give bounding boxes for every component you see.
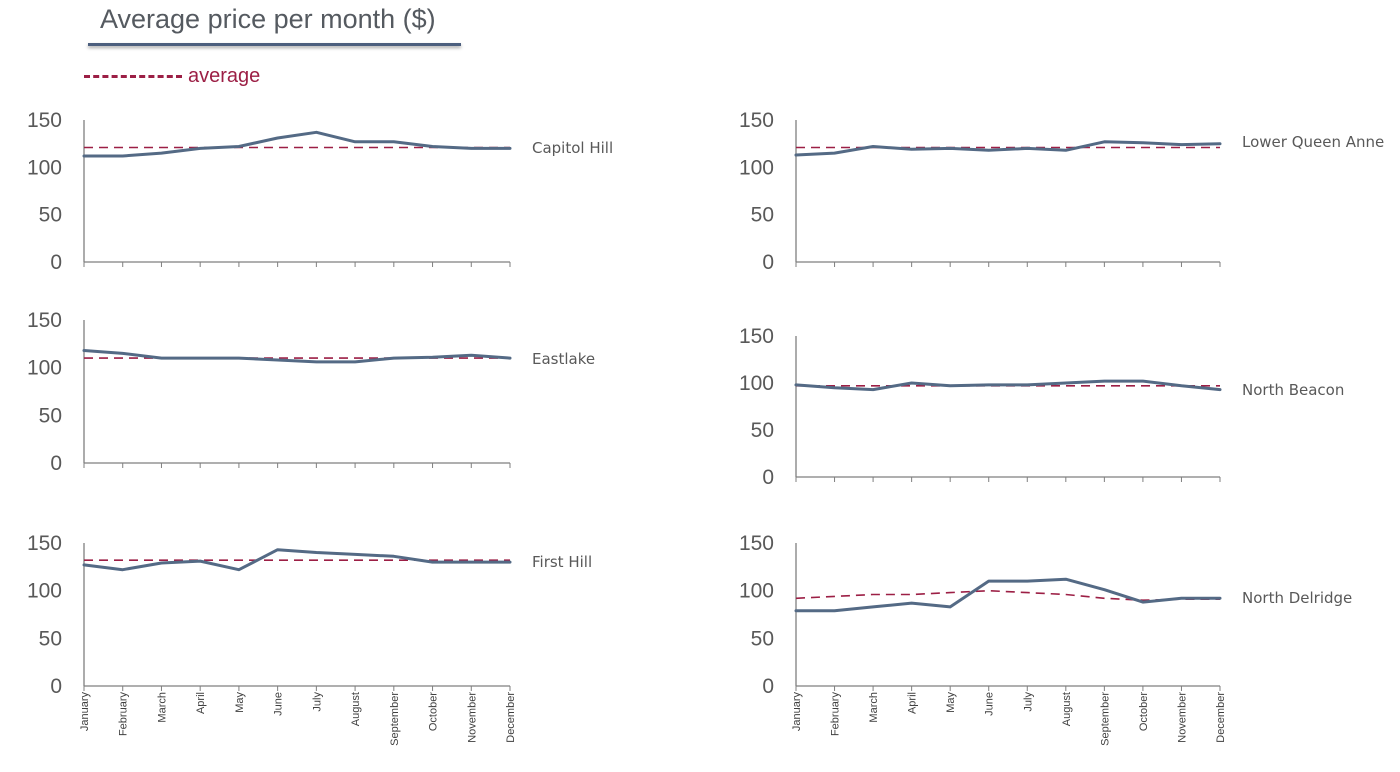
y-tick-label: 100 [739, 156, 774, 179]
x-tick-label: January [791, 692, 803, 732]
x-tick-label: June [984, 692, 996, 716]
y-tick-label: 0 [762, 466, 774, 489]
y-tick-label: 150 [27, 109, 62, 132]
y-tick-label: 100 [739, 372, 774, 395]
y-tick-label: 50 [751, 204, 774, 227]
panel-label-eastlake: Eastlake [532, 350, 595, 368]
x-tick-label: December [1215, 692, 1227, 743]
series-line-capitol-hill [82, 130, 512, 158]
y-tick-label: 100 [27, 156, 62, 179]
x-tick-label: April [907, 692, 919, 714]
x-tick-label: September [1099, 692, 1111, 746]
y-tick-label: 0 [762, 675, 774, 698]
y-tick-label: 150 [739, 532, 774, 555]
y-tick-label: 0 [50, 452, 62, 475]
y-tick-label: 50 [39, 204, 62, 227]
panel-label-lower-queen-anne: Lower Queen Anne [1242, 133, 1384, 151]
x-tick-label: October [1138, 692, 1150, 731]
panel-north-beacon: 0 50 100 150 North Beacon [739, 325, 1344, 489]
x-tick-label: July [311, 692, 323, 712]
y-tick-label: 0 [762, 251, 774, 274]
x-tick-label: August [1061, 692, 1073, 726]
x-tick-label: July [1022, 692, 1034, 712]
panel-first-hill: 0 50 100 150 January February March April May Jun… [27, 532, 592, 746]
x-tick-label: March [868, 692, 880, 723]
legend: average [84, 64, 260, 88]
x-tick-label: October [428, 692, 440, 731]
y-tick-label: 0 [50, 675, 62, 698]
y-tick-label: 150 [739, 109, 774, 132]
y-tick-label: 0 [50, 251, 62, 274]
panel-label-north-delridge: North Delridge [1242, 589, 1352, 607]
panel-north-delridge: 0 50 100 150 January February March April May Jun… [739, 532, 1352, 746]
y-tick-label: 150 [27, 532, 62, 555]
series-line-eastlake [82, 349, 512, 364]
title-underline [88, 43, 461, 46]
y-tick-label: 50 [751, 419, 774, 442]
x-tick-label: November [466, 692, 478, 743]
panel-label-north-beacon: North Beacon [1242, 381, 1344, 399]
y-tick-label: 150 [27, 309, 62, 332]
x-tick-label: November [1176, 692, 1188, 743]
y-tick-label: 150 [739, 325, 774, 348]
x-tick-label: August [350, 692, 362, 726]
x-tick-label: December [505, 692, 517, 743]
x-tick-label: February [830, 692, 842, 737]
series-line-north-delridge [794, 577, 1222, 613]
panel-label-capitol-hill: Capitol Hill [532, 139, 613, 157]
x-tick-label: May [234, 692, 246, 713]
x-tick-label: June [273, 692, 285, 716]
series-line-lower-queen-anne [794, 140, 1222, 157]
y-tick-label: 50 [751, 627, 774, 650]
y-tick-label: 50 [39, 627, 62, 650]
x-tick-label: April [195, 692, 207, 714]
legend-average-label: average [188, 64, 261, 87]
y-tick-label: 50 [39, 404, 62, 427]
average-line-north-delridge [795, 589, 1220, 602]
x-tick-label: May [945, 692, 957, 713]
y-tick-label: 100 [27, 357, 62, 380]
series-line-north-beacon [794, 379, 1222, 392]
panel-lower-queen-anne: 0 50 100 150 Lower Queen Anne [739, 109, 1384, 274]
series-line-first-hill [82, 548, 512, 572]
x-tick-label: February [118, 692, 130, 737]
x-tick-label: March [156, 692, 168, 723]
y-tick-label: 100 [739, 580, 774, 603]
panel-label-first-hill: First Hill [532, 553, 592, 571]
y-tick-label: 100 [27, 580, 62, 603]
legend-average-swatch [84, 74, 182, 78]
panel-capitol-hill: 0 50 100 150 Capitol Hill [27, 109, 613, 274]
x-tick-label: September [389, 692, 401, 746]
x-tick-label: January [79, 692, 91, 732]
panel-eastlake: 0 50 100 150 Eastlake [27, 309, 595, 475]
chart-title: Average price per month ($) [100, 4, 436, 34]
